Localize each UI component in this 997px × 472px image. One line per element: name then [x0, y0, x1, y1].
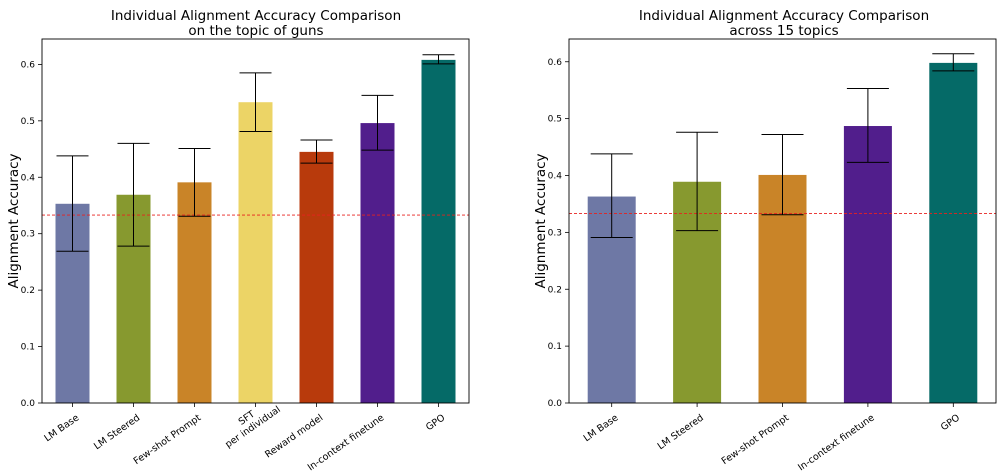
- y-tick-label: 0.5: [548, 115, 562, 125]
- y-tick-label: 0.2: [21, 286, 35, 296]
- x-tick-label: GPO: [939, 412, 962, 433]
- chart-title: Individual Alignment Accuracy Comparison: [639, 8, 929, 24]
- chart-subtitle: on the topic of guns: [188, 23, 323, 39]
- x-tick-label: Few-shot Prompt: [132, 412, 204, 467]
- bar: [421, 59, 456, 404]
- chart-guns: Individual Alignment Accuracy Comparison…: [6, 8, 470, 472]
- y-tick-label: 0.3: [21, 230, 35, 240]
- y-tick-label: 0.0: [21, 399, 36, 409]
- x-tick-label: In-context finetune: [796, 412, 877, 472]
- bar: [299, 151, 334, 403]
- bar: [238, 102, 273, 403]
- x-tick-label: LM Base: [42, 412, 81, 444]
- bar: [929, 62, 978, 403]
- y-tick-label: 0.3: [548, 228, 562, 238]
- y-axis-label: Alignment Accuracy: [6, 153, 22, 288]
- chart-subtitle: across 15 topics: [729, 23, 838, 39]
- bar: [360, 123, 395, 403]
- y-tick-label: 0.4: [548, 172, 563, 182]
- y-tick-label: 0.1: [21, 343, 35, 353]
- y-axis-label: Alignment Accuracy: [533, 153, 549, 288]
- x-tick-label: LM Steered: [656, 412, 706, 452]
- x-tick-label: LM Base: [582, 412, 621, 444]
- chart-15-topics: Individual Alignment Accuracy Comparison…: [533, 8, 997, 472]
- x-tick-label: GPO: [424, 412, 447, 433]
- y-tick-label: 0.4: [21, 173, 36, 183]
- y-tick-label: 0.6: [21, 60, 36, 70]
- y-tick-label: 0.1: [548, 342, 562, 352]
- y-tick-label: 0.5: [21, 117, 35, 127]
- y-tick-label: 0.0: [548, 399, 563, 409]
- y-tick-label: 0.2: [548, 285, 562, 295]
- x-tick-label: LM Steered: [92, 412, 142, 452]
- bar: [177, 182, 212, 403]
- x-tick-label: Few-shot Prompt: [720, 412, 792, 467]
- bar: [843, 126, 892, 404]
- chart-title: Individual Alignment Accuracy Comparison: [111, 8, 401, 24]
- y-tick-label: 0.6: [548, 58, 563, 68]
